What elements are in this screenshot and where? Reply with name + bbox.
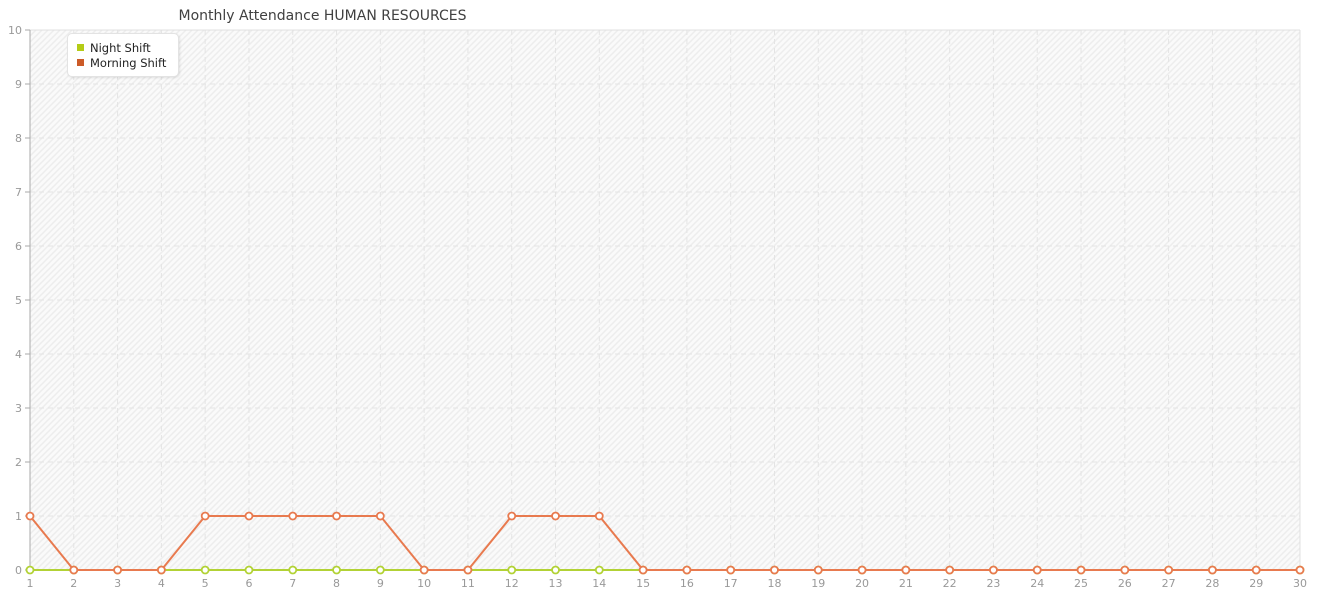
marker-night-shift [551,565,560,575]
marker-morning-shift [726,565,736,575]
marker-morning-shift [1251,565,1261,575]
x-tick-label: 16 [680,577,694,590]
x-tick-label: 30 [1293,577,1307,590]
marker-morning-shift [113,565,122,575]
marker-morning-shift [156,565,166,575]
x-tick-label: 4 [158,577,165,590]
x-tick-label: 1 [27,577,34,590]
x-tick-label: 9 [377,577,384,590]
x-tick-label: 27 [1162,577,1176,590]
legend-label-morning-shift: Morning Shift [90,55,167,70]
x-tick-label: 3 [114,577,121,590]
y-tick-label: 8 [15,132,22,145]
marker-morning-shift [375,511,385,521]
marker-morning-shift [857,565,867,575]
marker-morning-shift [682,565,692,575]
legend-item-night-shift[interactable]: Night Shift [77,40,166,55]
legend-label-night-shift: Night Shift [90,40,151,55]
x-tick-label: 7 [289,577,296,590]
y-tick-label: 0 [15,564,22,577]
legend: Night Shift Morning Shift [67,33,180,77]
marker-morning-shift [1164,565,1174,575]
marker-morning-shift [200,511,210,521]
x-tick-label: 5 [202,577,209,590]
y-tick-label: 2 [15,456,22,469]
marker-morning-shift [25,511,35,521]
y-tick-label: 10 [8,24,22,37]
legend-item-morning-shift[interactable]: Morning Shift [77,55,166,70]
y-tick-label: 9 [15,78,22,91]
marker-morning-shift [1076,565,1086,575]
y-tick-label: 3 [15,402,22,415]
x-tick-label: 23 [986,577,1000,590]
marker-night-shift [507,565,517,575]
marker-morning-shift [770,565,779,575]
x-tick-label: 2 [70,577,77,590]
x-tick-label: 17 [724,577,738,590]
y-tick-label: 1 [15,510,22,523]
x-tick-label: 13 [549,577,563,590]
y-tick-label: 4 [15,348,22,361]
x-tick-label: 14 [592,577,606,590]
marker-morning-shift [1295,565,1305,575]
marker-morning-shift [69,565,79,575]
x-tick-label: 8 [333,577,340,590]
marker-morning-shift [463,565,473,575]
x-tick-label: 15 [636,577,650,590]
marker-night-shift [244,565,254,575]
marker-morning-shift [507,511,517,521]
night-shift-swatch-icon [77,44,84,51]
marker-night-shift [288,565,298,575]
marker-night-shift [332,565,341,575]
y-tick-label: 6 [15,240,22,253]
morning-shift-swatch-icon [77,59,84,66]
marker-morning-shift [1208,565,1217,575]
marker-night-shift [25,565,35,575]
x-tick-label: 11 [461,577,475,590]
marker-morning-shift [813,565,823,575]
marker-morning-shift [332,511,341,521]
marker-morning-shift [419,565,429,575]
y-tick-label: 5 [15,294,22,307]
x-tick-label: 22 [943,577,957,590]
x-tick-label: 6 [245,577,252,590]
x-tick-label: 12 [505,577,519,590]
marker-night-shift [375,565,385,575]
x-tick-label: 25 [1074,577,1088,590]
x-tick-label: 26 [1118,577,1132,590]
marker-morning-shift [945,565,955,575]
marker-night-shift [594,565,604,575]
x-tick-label: 19 [811,577,825,590]
marker-morning-shift [989,565,998,575]
x-tick-label: 20 [855,577,869,590]
marker-night-shift [200,565,210,575]
x-tick-label: 21 [899,577,913,590]
chart-title: Monthly Attendance HUMAN RESOURCES [178,8,467,24]
x-tick-label: 10 [417,577,431,590]
x-tick-label: 24 [1030,577,1044,590]
marker-morning-shift [901,565,911,575]
x-tick-label: 28 [1205,577,1219,590]
marker-morning-shift [551,511,560,521]
x-tick-label: 18 [767,577,781,590]
marker-morning-shift [638,565,648,575]
marker-morning-shift [1120,565,1130,575]
y-tick-label: 7 [15,186,22,199]
marker-morning-shift [1032,565,1042,575]
marker-morning-shift [288,511,298,521]
x-tick-label: 29 [1249,577,1263,590]
series-line-morning-shift [29,515,1300,571]
marker-morning-shift [244,511,254,521]
marker-morning-shift [594,511,604,521]
